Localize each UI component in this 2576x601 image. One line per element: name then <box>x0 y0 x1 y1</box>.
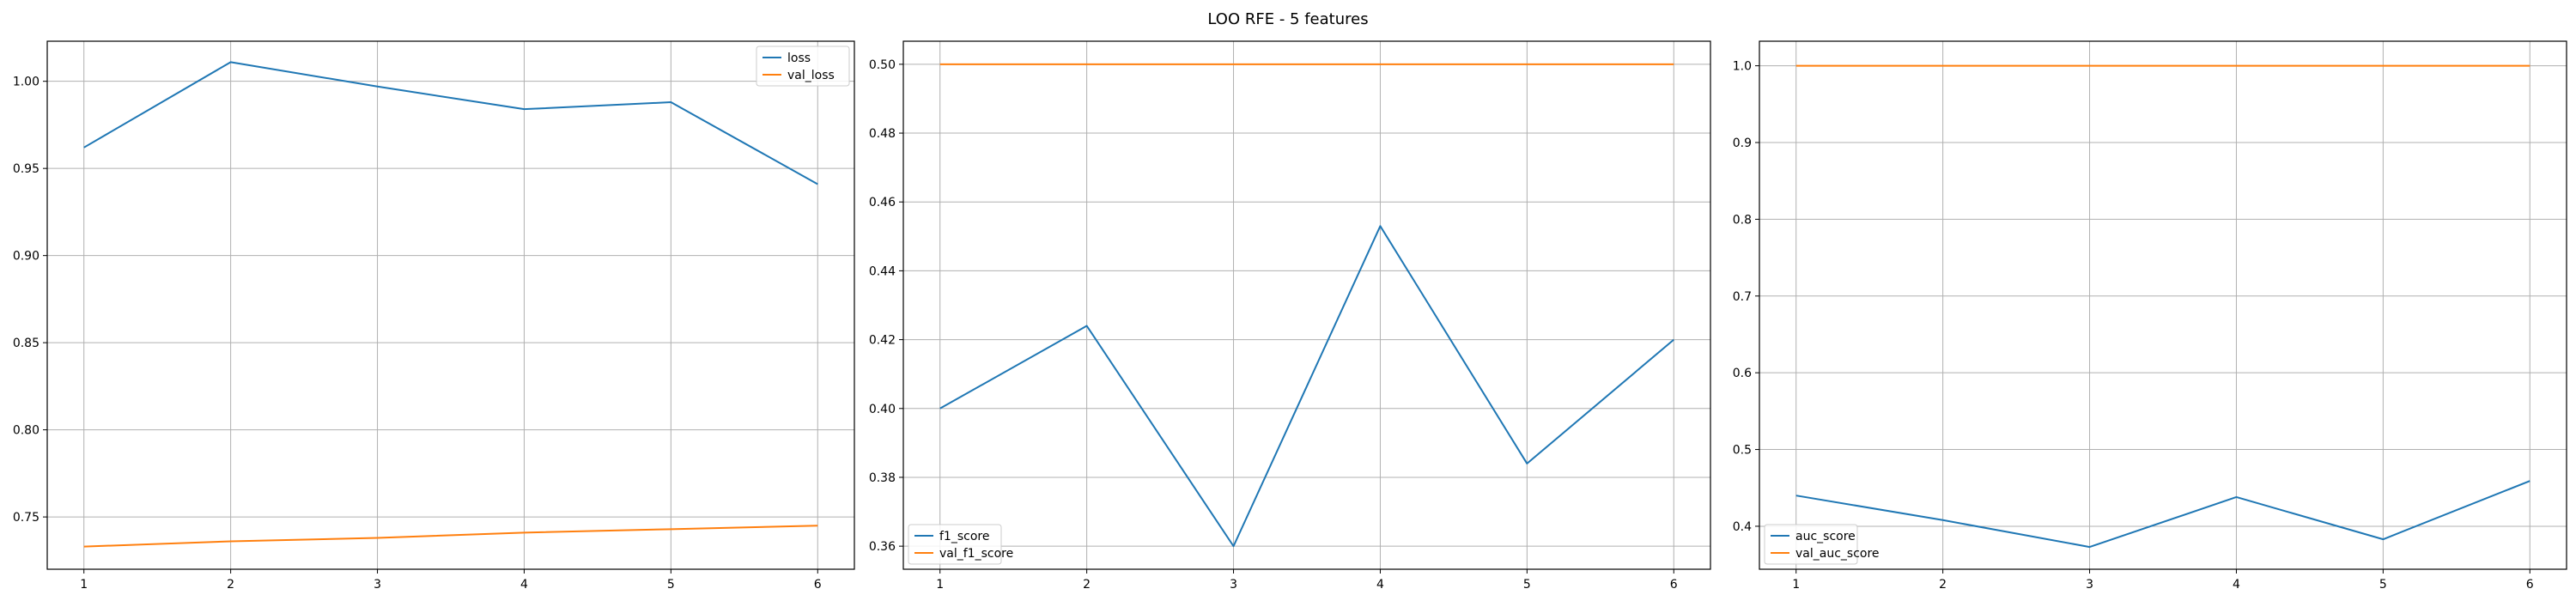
axes-frame <box>1759 40 2567 570</box>
axes-frame <box>902 40 1711 570</box>
chart-panel-2: 1 2 3 4 5 6 0.36 0.38 0.40 0.42 0.44 0.46 0.48 0.50 f1… <box>869 40 1711 592</box>
series-line-loss <box>83 61 818 185</box>
y-tick-label: 1.00 <box>13 76 39 89</box>
legend-box <box>1764 524 1858 565</box>
x-tick-label: 2 <box>1083 578 1091 592</box>
x-tick-label: 5 <box>667 578 675 592</box>
x-tick-label: 1 <box>80 578 88 592</box>
x-tick-label: 2 <box>227 578 234 592</box>
y-tick-label: 0.75 <box>13 511 39 525</box>
y-tick-label: 0.8 <box>1733 213 1752 227</box>
x-tick-label: 5 <box>1523 578 1531 592</box>
y-tick-label: 0.95 <box>13 162 39 176</box>
y-tick-label: 0.85 <box>13 337 39 350</box>
y-tick-label: 0.5 <box>1733 444 1752 458</box>
y-tick-label: 0.38 <box>869 471 896 485</box>
series-line-val_loss <box>83 525 818 548</box>
y-tick-label: 0.6 <box>1733 367 1752 380</box>
x-tick-label: 2 <box>1939 578 1947 592</box>
x-tick-label: 4 <box>1376 578 1384 592</box>
series-line-f1_score <box>939 225 1674 548</box>
series-line-auc_score <box>1795 480 2530 549</box>
legend: f1_score val_f1_score <box>908 524 1013 565</box>
x-tick-label: 4 <box>520 578 528 592</box>
y-tick-label: 0.36 <box>869 540 896 554</box>
x-tick-label: 5 <box>2379 578 2387 592</box>
y-tick-label: 1.0 <box>1733 60 1752 74</box>
y-tick-label: 0.9 <box>1733 137 1752 150</box>
legend-label-val_f1_score: val_f1_score <box>939 547 1013 561</box>
x-tick-label: 4 <box>2233 578 2240 592</box>
legend-label-loss: loss <box>787 52 811 65</box>
y-tick-label: 0.90 <box>13 250 39 264</box>
legend-box <box>908 524 1002 565</box>
axes-frame <box>46 40 855 570</box>
x-tick-label: 6 <box>1670 578 1678 592</box>
figure-title: LOO RFE - 5 features <box>1207 10 1368 28</box>
charts-container: 1 2 3 4 5 60.750.800.850.900.951.00lossval_lo… <box>13 40 2567 592</box>
y-tick-label: 0.4 <box>1733 520 1752 534</box>
x-tick-label: 3 <box>2086 578 2093 592</box>
legend: loss val_loss <box>756 46 850 87</box>
y-tick-label: 0.80 <box>13 424 39 438</box>
x-tick-label: 6 <box>2526 578 2534 592</box>
y-tick-label: 0.7 <box>1733 290 1752 304</box>
x-tick-label: 6 <box>814 578 822 592</box>
x-tick-label: 1 <box>1792 578 1800 592</box>
legend-box <box>756 46 850 87</box>
y-tick-label: 0.46 <box>869 196 896 209</box>
y-tick-label: 0.48 <box>869 127 896 141</box>
legend: auc_score val_auc_score <box>1764 524 1880 565</box>
y-tick-label: 0.44 <box>869 264 896 278</box>
x-tick-label: 1 <box>936 578 944 592</box>
x-tick-label: 3 <box>374 578 381 592</box>
chart-panel-1: 1 2 3 4 5 6 0.75 0.80 0.85 0.90 0.95 1.00 loss val_lo… <box>13 40 855 592</box>
y-tick-label: 0.50 <box>869 58 896 72</box>
legend-label-auc_score: auc_score <box>1795 530 1856 543</box>
legend-label-val_loss: val_loss <box>787 69 835 82</box>
chart-panel-3: 1 2 3 4 5 6 0.4 0.5 0.6 0.7 0.8 0.9 1.0 auc_score val_… <box>1733 40 2567 592</box>
x-tick-label: 3 <box>1230 578 1237 592</box>
legend-label-val_auc_score: val_auc_score <box>1795 547 1880 561</box>
y-tick-label: 0.40 <box>869 403 896 416</box>
y-tick-label: 0.42 <box>869 334 896 348</box>
legend-label-f1_score: f1_score <box>939 530 989 543</box>
